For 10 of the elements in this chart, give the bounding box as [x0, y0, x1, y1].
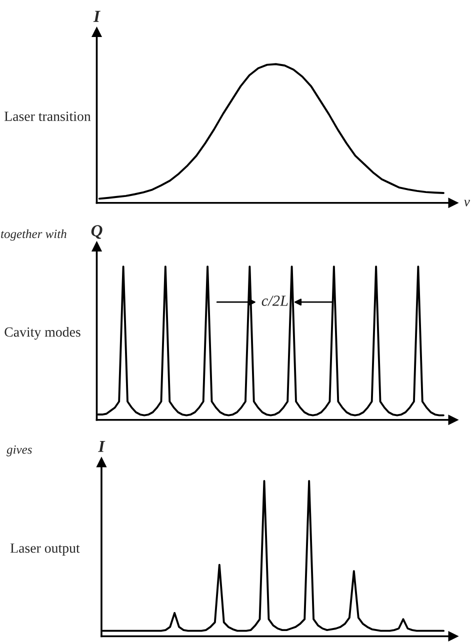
- x-axis-title: ν: [464, 200, 470, 206]
- text: gives: [6, 445, 32, 456]
- y-axis-title: Laser transition: [4, 112, 91, 122]
- text: together with: [1, 229, 66, 241]
- y-axis-title: Laser output: [10, 544, 80, 556]
- chart-title: I: [93, 10, 100, 22]
- annotation: c/2L: [262, 296, 288, 306]
- chart-title: I: [98, 440, 106, 452]
- chart-title: Q: [91, 225, 102, 239]
- y-axis-title: Cavity modes: [4, 326, 80, 340]
